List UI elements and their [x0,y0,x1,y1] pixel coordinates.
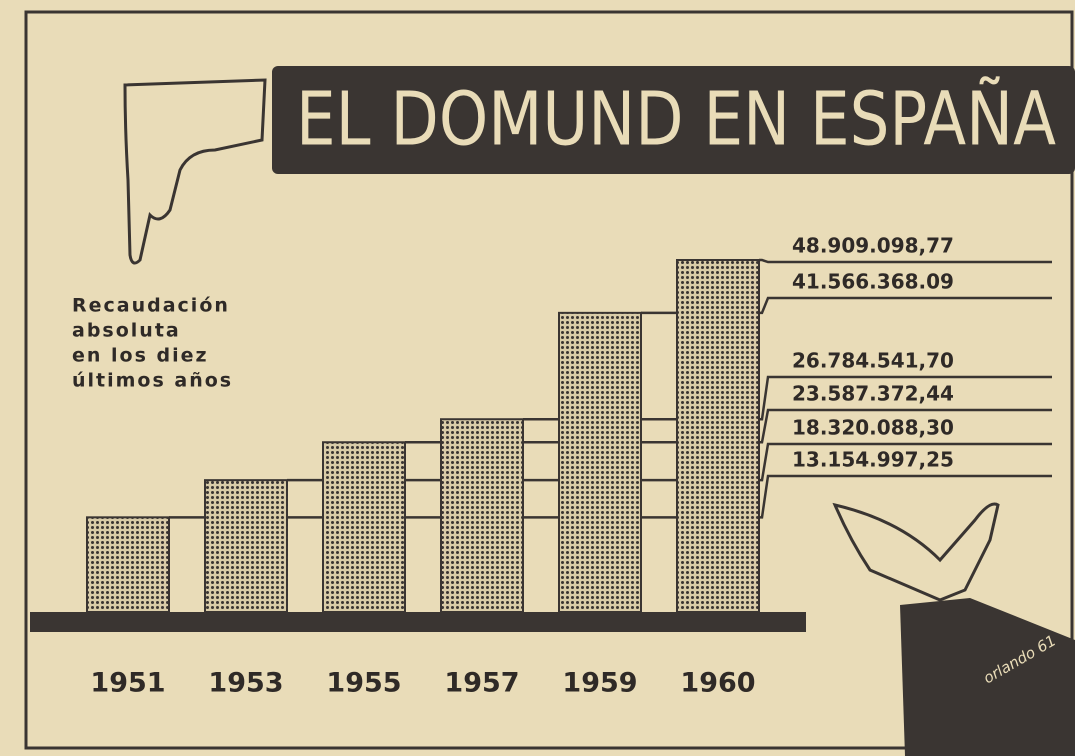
ground [30,612,806,632]
x-tick-label: 1959 [562,668,637,699]
annotation-line: absoluta [72,320,181,342]
bar [87,517,169,612]
value-label: 23.587.372,44 [792,382,954,406]
value-label: 48.909.098,77 [792,234,954,258]
bar [205,480,287,612]
bar [441,419,523,612]
value-label: 26.784.541,70 [792,349,954,373]
x-tick-label: 1957 [444,668,519,699]
value-label: 13.154.997,25 [792,448,954,472]
annotation-line: Recaudación [72,295,230,317]
value-label: 41.566.368.09 [792,270,954,294]
chart: EL DOMUND EN ESPAÑA Recaudación absoluta e… [0,0,1075,756]
bar [677,260,759,612]
value-label: 18.320.088,30 [792,416,954,440]
x-tick-label: 1960 [680,668,755,699]
annotation-line: en los diez [72,345,209,367]
x-tick-label: 1953 [208,668,283,699]
bar [559,313,641,612]
annotation-line: últimos años [72,370,233,392]
x-tick-label: 1955 [326,668,401,699]
bar [323,442,405,612]
chart-title: EL DOMUND EN ESPAÑA [296,76,1056,163]
x-tick-label: 1951 [90,668,165,699]
